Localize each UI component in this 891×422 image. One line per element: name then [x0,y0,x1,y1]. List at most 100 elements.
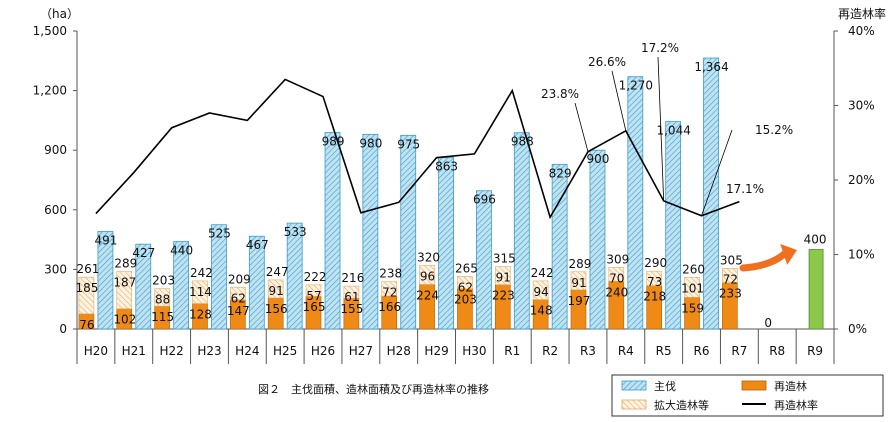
label-expanded-afforestation: 61 [344,290,359,304]
arrow-icon [739,250,788,272]
label-stack-total: 289 [114,257,137,271]
label-main-harvest: 467 [246,238,269,252]
bar-main-harvest [665,121,682,330]
left-axis-unit: （ha） [40,7,79,21]
label-expanded-afforestation: 57 [306,289,321,303]
label-reforestation: 197 [568,294,591,308]
label-expanded-afforestation: 72 [723,272,738,286]
rate-callout-line [657,56,665,201]
rate-line [95,78,740,220]
right-tick-label: 0% [848,322,867,336]
label-main-harvest: 900 [587,152,610,166]
label-stack-total: 320 [417,250,440,264]
label-stack-total: 290 [644,256,667,270]
bar-expanded-afforestation [684,277,700,298]
right-tick-label: 40% [848,24,875,38]
label-stack-total: 309 [606,252,629,266]
rate-polyline [95,78,740,220]
label-reforestation: 128 [189,308,212,322]
label-main-harvest: 1,044 [656,124,690,138]
legend: 主伐 再造林 拡大造林等 再造林率 [611,374,884,417]
label-main-harvest: 525 [208,227,231,241]
bar-main-harvest [97,231,114,330]
bar-main-harvest [173,241,190,330]
label-reforestation: 223 [492,289,515,303]
label-expanded-afforestation: 62 [231,291,246,305]
category-label: H29 [424,344,448,358]
right-tick-label: 20% [848,173,875,187]
label-reforestation: 224 [416,288,439,302]
label-rate-annotation: 15.2% [755,123,793,137]
category-label: R3 [580,344,596,358]
label-stack-total: 261 [76,262,99,276]
label-target: 400 [804,233,827,247]
label-main-harvest: 863 [435,160,458,174]
label-main-harvest: 696 [473,193,496,207]
label-reforestation: 115 [151,310,174,324]
bar-main-harvest [703,57,719,330]
category-label: R2 [542,344,558,358]
category-label: H28 [387,344,411,358]
label-main-harvest: 980 [359,136,382,150]
label-reforestation: 203 [454,293,477,307]
rate-callout-line [574,102,589,152]
label-reforestation: 155 [340,302,363,316]
category-label: H26 [311,344,335,358]
label-expanded-afforestation: 70 [609,271,624,285]
label-stack-total: 247 [266,265,289,279]
label-reforestation: 148 [530,304,553,318]
label-reforestation: 218 [643,290,666,304]
label-expanded-afforestation: 88 [155,293,170,307]
legend-label-reforestation: 再造林 [774,379,807,393]
arrow-head-icon [780,243,797,265]
label-expanded-afforestation: 91 [496,271,511,285]
category-label: H25 [273,344,297,358]
left-tick-label: 900 [44,143,67,157]
category-label: H24 [235,344,259,358]
legend-swatch-expanded [621,399,647,410]
bar-expanded-afforestation [419,265,435,285]
label-main-harvest: 491 [94,233,117,247]
category-label: R9 [807,344,823,358]
label-stack-total: 242 [190,266,213,280]
category-label: H27 [349,344,373,358]
label-main-harvest: 427 [132,246,155,260]
bars [78,57,824,330]
label-reforestation: 147 [227,304,250,318]
label-main-harvest: 988 [511,135,534,149]
label-reforestation: 159 [681,301,704,315]
legend-swatch-reforestation [741,380,767,391]
label-reforestation: 0 [764,316,772,330]
label-expanded-afforestation: 114 [189,285,212,299]
category-label: R4 [618,344,634,358]
bar-main-harvest [286,222,303,330]
left-tick-label: 0 [59,322,67,336]
right-tick-label: 30% [848,99,875,113]
label-stack-total: 222 [304,270,327,284]
label-stack-total: 238 [379,267,402,281]
right-axis-title: 再造林率 [838,6,886,21]
bar-main-harvest [589,149,606,330]
legend-swatch-main-harvest [621,380,647,391]
label-stack-total: 315 [493,252,516,266]
bar-expanded-afforestation [154,288,170,307]
label-stack-total: 242 [531,266,554,280]
legend-label-rate: 再造林率 [774,398,818,412]
bar-expanded-afforestation [192,280,208,304]
legend-label-expanded: 拡大造林等 [654,398,709,412]
bar-expanded-afforestation [570,271,587,291]
left-tick-label: 600 [44,203,67,217]
bar-main-harvest [476,190,492,330]
label-main-harvest: 975 [397,137,420,151]
bar-main-harvest [211,224,227,330]
label-main-harvest: 440 [170,244,193,258]
rate-callout-line [611,70,627,131]
bar-main-harvest [513,132,530,330]
bar-expanded-afforestation [305,284,322,297]
bar-main-harvest [438,157,454,330]
label-reforestation: 166 [378,300,401,314]
rate-callout-line [701,129,733,216]
label-main-harvest: 1,364 [694,60,728,74]
bar-main-harvest [400,134,417,330]
